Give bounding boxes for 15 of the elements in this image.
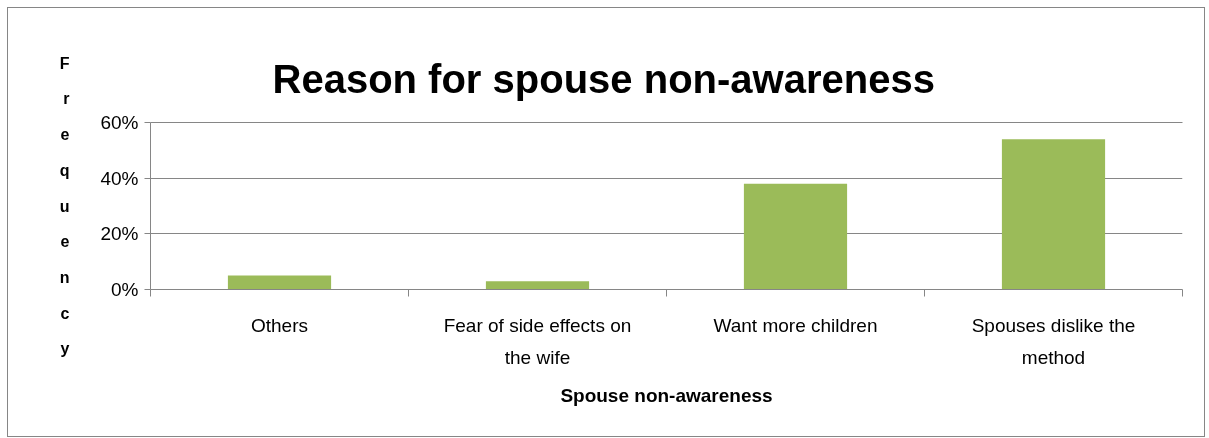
y-tick-label: 60%: [100, 112, 139, 133]
bar: [227, 275, 332, 290]
x-tick-label: Fear of side effects on the wife: [443, 314, 632, 369]
bar: [485, 281, 590, 290]
chart-title: Reason for spouse non-awareness: [272, 56, 935, 101]
y-tick-label: 40%: [100, 167, 139, 189]
x-tick-label: Want more children: [713, 314, 878, 336]
text: Frequency: [59, 54, 70, 358]
bar: [1001, 139, 1106, 290]
x-tick-label: Spouses dislike the method: [971, 314, 1136, 369]
y-tick-label: 0%: [111, 279, 139, 300]
bar: [743, 183, 848, 290]
x-axis-title: Spouse non-awareness: [560, 385, 773, 407]
y-tick-label: 20%: [100, 223, 139, 245]
x-tick-label: Others: [250, 314, 309, 336]
